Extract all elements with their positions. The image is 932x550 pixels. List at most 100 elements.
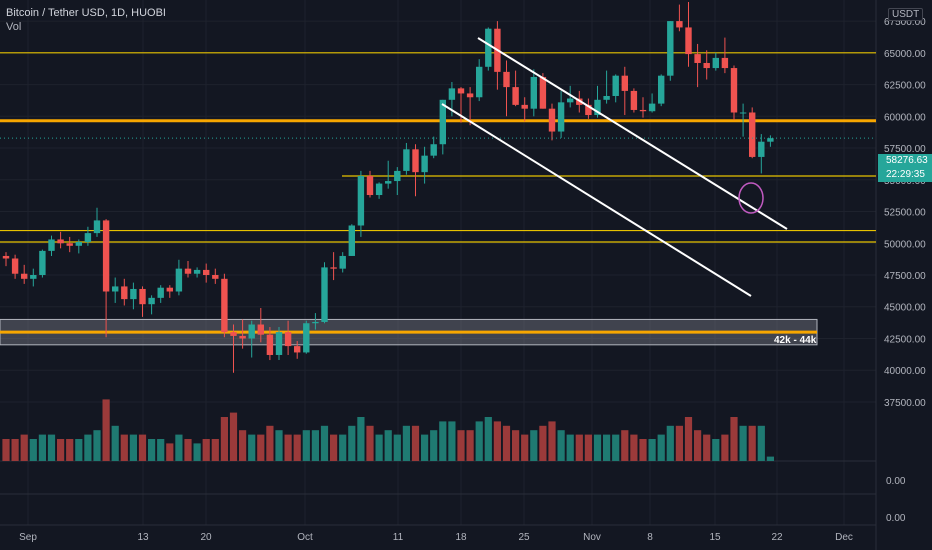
volume-bar xyxy=(257,434,265,461)
volume-bar xyxy=(2,439,10,461)
candle-body xyxy=(448,88,456,100)
candle-body xyxy=(330,267,337,269)
candle-body xyxy=(30,275,37,279)
volume-bar xyxy=(402,425,410,461)
candle-body xyxy=(712,57,719,69)
candle-body xyxy=(412,149,419,173)
price-tick-label: 62500.00 xyxy=(884,81,926,92)
volume-bar xyxy=(38,434,46,461)
volume-bar xyxy=(639,439,647,461)
volume-bar xyxy=(339,434,347,461)
candle-body xyxy=(403,149,410,171)
volume-bar xyxy=(148,439,156,461)
volume-bar xyxy=(320,425,329,461)
volume-bar xyxy=(694,430,702,461)
volume-bar xyxy=(484,417,492,461)
volume-bar xyxy=(648,439,656,461)
candle-body xyxy=(721,57,729,69)
candle-body xyxy=(357,175,365,226)
volume-bar xyxy=(666,425,674,461)
indicator-tick-label: 0.00 xyxy=(886,476,906,487)
volume-bar xyxy=(384,430,392,461)
horizontal-levels[interactable] xyxy=(0,52,876,346)
volume-indicator-label[interactable]: Vol xyxy=(6,21,22,33)
chart-legend: Bitcoin / Tether USD, 1D, HUOBI Vol xyxy=(6,6,166,34)
volume-bar xyxy=(757,425,765,461)
volume-bar xyxy=(111,425,119,461)
candle-body xyxy=(93,220,101,234)
volume-bar xyxy=(357,417,365,461)
price-tick-label: 40000.00 xyxy=(884,366,926,377)
volume-bar xyxy=(102,399,110,461)
volume-bar xyxy=(84,434,92,461)
candle-body xyxy=(639,109,647,112)
price-axis[interactable]: 70000.0067500.0065000.0062500.0060000.00… xyxy=(884,0,926,524)
volume-bar xyxy=(748,425,756,461)
candle-body xyxy=(530,76,537,109)
time-tick-label: Dec xyxy=(835,532,853,543)
candle-body xyxy=(603,95,610,100)
candle-body xyxy=(39,250,46,275)
candle-body xyxy=(466,93,474,98)
volume-bar xyxy=(548,421,556,461)
volume-bar xyxy=(29,439,37,461)
candle-body xyxy=(676,21,683,28)
lower-channel-line[interactable] xyxy=(441,103,752,297)
time-tick-label: 18 xyxy=(455,532,467,543)
time-tick-label: Sep xyxy=(19,532,37,543)
time-tick-label: Nov xyxy=(583,532,601,543)
candle-body xyxy=(394,170,401,182)
trendlines[interactable] xyxy=(441,37,788,297)
candle-body xyxy=(121,286,128,300)
volume-bar xyxy=(593,434,602,461)
volume-bar xyxy=(220,417,228,461)
volume-bar xyxy=(47,434,56,461)
volume-bar xyxy=(120,434,128,461)
candle-body xyxy=(257,324,264,335)
candle-body xyxy=(767,138,774,142)
price-tick-label: 42500.00 xyxy=(884,334,926,345)
currency-badge[interactable]: USDT xyxy=(888,8,924,21)
upper-channel-line[interactable] xyxy=(477,37,788,230)
volume-bar xyxy=(457,430,465,461)
volume-bar xyxy=(311,430,319,461)
volume-bar xyxy=(211,439,219,461)
volume-bar xyxy=(11,439,19,461)
candle-body xyxy=(148,297,155,305)
indicator-tick-label: 0.00 xyxy=(886,513,906,524)
symbol-title[interactable]: Bitcoin / Tether USD, 1D, HUOBI xyxy=(6,7,166,19)
time-tick-label: 25 xyxy=(518,532,530,543)
candle-body xyxy=(266,334,274,355)
candle-body xyxy=(294,346,301,353)
volume-bar xyxy=(411,425,420,461)
volume-bar xyxy=(375,434,383,461)
time-tick-label: 8 xyxy=(647,532,653,543)
volume-bar xyxy=(730,417,738,461)
volume-bar xyxy=(348,425,356,461)
candle-body xyxy=(339,255,346,269)
price-tick-label: 67500.00 xyxy=(884,17,926,28)
time-axis[interactable]: Sep 13 20 Oct 11 18 25 Nov 8 15 22 Dec xyxy=(19,532,853,543)
volume-bar xyxy=(766,456,774,461)
volume-bar xyxy=(739,425,747,461)
candle-body xyxy=(221,278,228,333)
candle-body xyxy=(648,103,656,112)
volume-bar xyxy=(284,434,292,461)
candle-body xyxy=(630,90,638,110)
price-tick-label: 37500.00 xyxy=(884,398,926,409)
candle-body xyxy=(694,54,701,63)
volume-bar xyxy=(466,430,474,461)
candle-body xyxy=(758,141,765,157)
candle-body xyxy=(539,76,547,109)
candle-body xyxy=(66,243,73,246)
candle-body xyxy=(175,268,183,292)
highlight-circle[interactable] xyxy=(738,182,764,214)
volume-bar xyxy=(175,434,183,461)
candle-body xyxy=(48,239,55,251)
volume-bar xyxy=(57,439,65,461)
volume-bar xyxy=(248,434,256,461)
price-tick-label: 47500.00 xyxy=(884,271,926,282)
candle-body xyxy=(703,62,710,69)
price-tick-label: 65000.00 xyxy=(884,49,926,60)
